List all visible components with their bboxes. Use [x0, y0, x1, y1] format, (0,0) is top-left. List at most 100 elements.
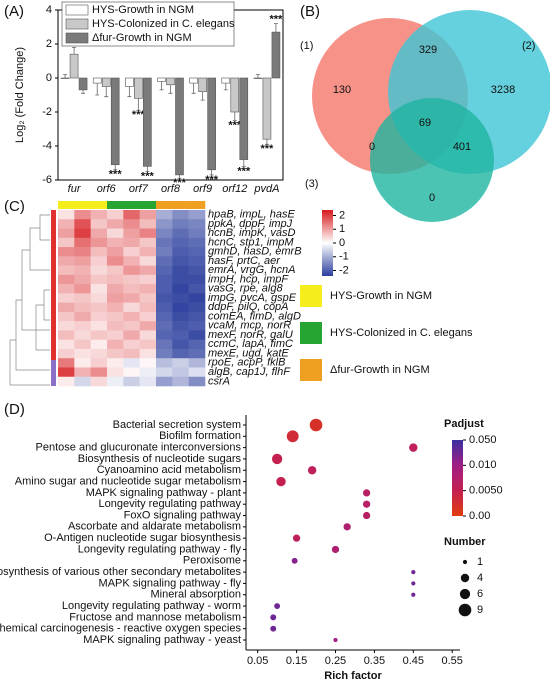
row-color-strip: [51, 210, 56, 360]
row-label: hcnC, stp1, impM: [208, 236, 294, 248]
heat-cell: [107, 348, 124, 359]
heat-cell: [188, 228, 206, 239]
bar: [189, 77, 198, 84]
size-legend-marker: [459, 588, 471, 600]
heat-cell: [172, 321, 189, 331]
heat-cell: [188, 219, 206, 229]
colorbar-tick-label: 0.00: [469, 510, 490, 522]
bubble: [309, 418, 323, 432]
size-legend-marker: [460, 573, 470, 583]
heat-cell: [139, 358, 157, 368]
heat-cell: [156, 339, 173, 350]
y-tick-label: 2: [46, 38, 52, 50]
venn-set: [370, 98, 494, 222]
heat-cell: [58, 367, 75, 378]
heat-cell: [172, 348, 189, 359]
colorbar-tick-label: 0: [339, 237, 345, 249]
dendrogram: [9, 214, 50, 386]
heat-cell: [188, 265, 206, 276]
heat-cell: [139, 321, 157, 331]
heat-cell: [172, 358, 189, 368]
colorbar-title: Padjust: [444, 418, 484, 430]
y-tick-label: -2: [42, 106, 52, 118]
heat-cell: [188, 293, 206, 303]
heat-cell: [90, 321, 108, 331]
bubble: [362, 489, 371, 497]
panel-label: (D): [4, 401, 25, 418]
legend-label: Δfur-Growth in NGM: [92, 32, 192, 44]
row-label: emrA, vrgG, hcnA: [208, 264, 295, 276]
heat-cell: [74, 358, 91, 368]
heat-cell: [156, 210, 173, 220]
size-legend-marker: [458, 603, 472, 617]
region-count: 0: [429, 192, 435, 204]
row-label: algB, cap1J, flhF: [208, 366, 291, 378]
x-tick-label: fur: [68, 183, 82, 195]
heat-cell: [58, 237, 75, 248]
error-bar: [232, 112, 237, 121]
y-tick-label: Bacterial secretion system: [113, 419, 241, 431]
heat-cell: [156, 311, 173, 322]
error-bar: [127, 86, 132, 98]
bubble: [307, 466, 317, 475]
heat-cell: [156, 256, 173, 266]
heat-cell: [58, 247, 75, 257]
heat-cell: [107, 265, 124, 276]
y-tick-label: MAPK signaling pathway - fly: [99, 577, 242, 589]
error-bar: [223, 83, 228, 91]
heat-cell: [156, 358, 173, 368]
region-count: 3238: [491, 84, 515, 96]
x-tick-label: 0.45: [403, 655, 424, 667]
heat-cell: [156, 376, 173, 387]
heat-cell: [58, 302, 75, 313]
heat-cell: [58, 376, 75, 387]
error-bar: [95, 83, 100, 96]
row-label: hcnB, impK, vasD: [208, 227, 295, 239]
heat-cell: [90, 237, 108, 248]
heat-cell: [188, 247, 206, 257]
x-tick-label: 0.55: [442, 655, 463, 667]
heat-cell: [172, 293, 189, 303]
heat-cell: [123, 293, 140, 303]
x-tick-label: 0.25: [325, 655, 346, 667]
error-bar: [136, 98, 141, 111]
group-bar: [107, 201, 124, 209]
heat-cell: [172, 237, 189, 248]
heat-cell: [123, 284, 140, 294]
heat-cell: [139, 210, 157, 220]
heat-cell: [107, 237, 124, 248]
size-legend-label: 1: [477, 556, 483, 568]
error-bar: [255, 74, 260, 78]
size-legend-label: 6: [477, 588, 483, 600]
region-count: 130: [333, 84, 351, 96]
x-tick-label: orf9: [193, 183, 212, 195]
heat-cell: [123, 367, 140, 378]
heat-cell: [188, 376, 206, 387]
heat-cell: [74, 219, 91, 229]
heat-cell: [74, 265, 91, 276]
bubble: [270, 614, 277, 621]
size-legend-title: Number: [444, 536, 486, 548]
heat-cell: [58, 284, 75, 294]
group-bar: [58, 201, 75, 209]
heat-cell: [139, 348, 157, 359]
heat-cell: [139, 293, 157, 303]
bubble: [333, 637, 338, 643]
y-tick-label: -4: [42, 140, 52, 152]
bar: [101, 77, 111, 87]
bar: [69, 53, 79, 79]
heat-cell: [156, 367, 173, 378]
heat-cell: [139, 367, 157, 378]
heat-cell: [90, 274, 108, 285]
heat-cell: [123, 330, 140, 340]
significance-label: ***: [141, 170, 155, 182]
heat-cell: [172, 376, 189, 387]
heat-cell: [90, 210, 108, 220]
heat-cell: [188, 321, 206, 331]
heat-cell: [188, 311, 206, 322]
legend-label: HYS-Growth in NGM: [330, 290, 432, 302]
heat-cell: [123, 210, 140, 220]
heat-cell: [58, 274, 75, 285]
error-bar: [72, 47, 77, 55]
heat-cell: [123, 321, 140, 331]
